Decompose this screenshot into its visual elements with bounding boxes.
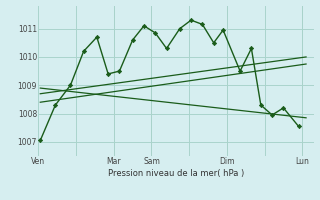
X-axis label: Pression niveau de la mer( hPa ): Pression niveau de la mer( hPa ) (108, 169, 244, 178)
